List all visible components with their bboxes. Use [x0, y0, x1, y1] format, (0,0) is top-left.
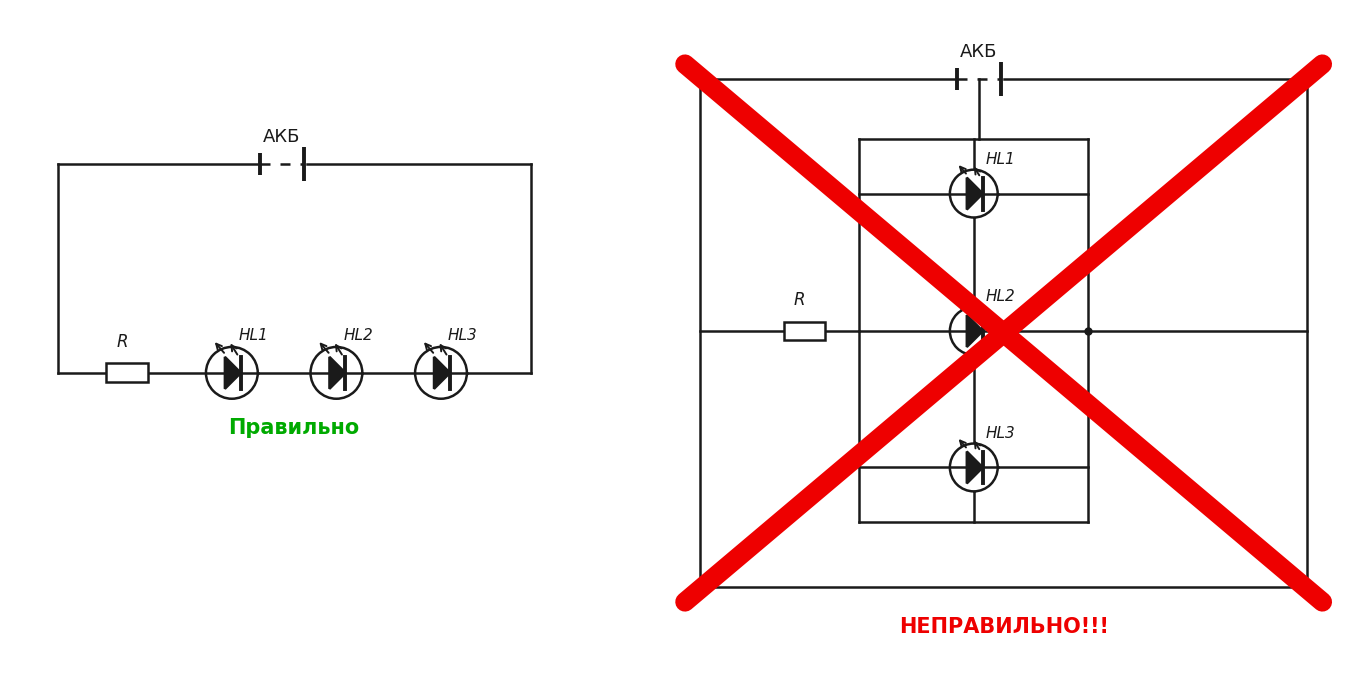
Circle shape: [416, 347, 467, 398]
Text: НЕПРАВИЛЬНО!!!: НЕПРАВИЛЬНО!!!: [899, 617, 1108, 637]
Polygon shape: [435, 357, 449, 389]
Circle shape: [949, 170, 998, 217]
Text: HL3: HL3: [448, 328, 478, 343]
Polygon shape: [967, 452, 983, 483]
Bar: [784, 322, 826, 341]
Circle shape: [311, 347, 363, 398]
Text: АКБ: АКБ: [263, 128, 300, 146]
Text: HL3: HL3: [986, 425, 1016, 441]
Circle shape: [949, 444, 998, 491]
Text: HL1: HL1: [239, 328, 269, 343]
Text: Правильно: Правильно: [228, 418, 360, 437]
Circle shape: [206, 347, 258, 398]
Polygon shape: [967, 315, 983, 347]
Polygon shape: [225, 357, 240, 389]
Circle shape: [949, 307, 998, 355]
Text: HL2: HL2: [986, 289, 1016, 304]
Text: АКБ: АКБ: [960, 43, 997, 61]
Polygon shape: [967, 178, 983, 209]
Text: R: R: [117, 333, 128, 351]
Text: R: R: [793, 291, 805, 309]
Text: HL1: HL1: [986, 151, 1016, 167]
Bar: [106, 363, 148, 382]
Polygon shape: [330, 357, 345, 389]
Text: HL2: HL2: [344, 328, 373, 343]
